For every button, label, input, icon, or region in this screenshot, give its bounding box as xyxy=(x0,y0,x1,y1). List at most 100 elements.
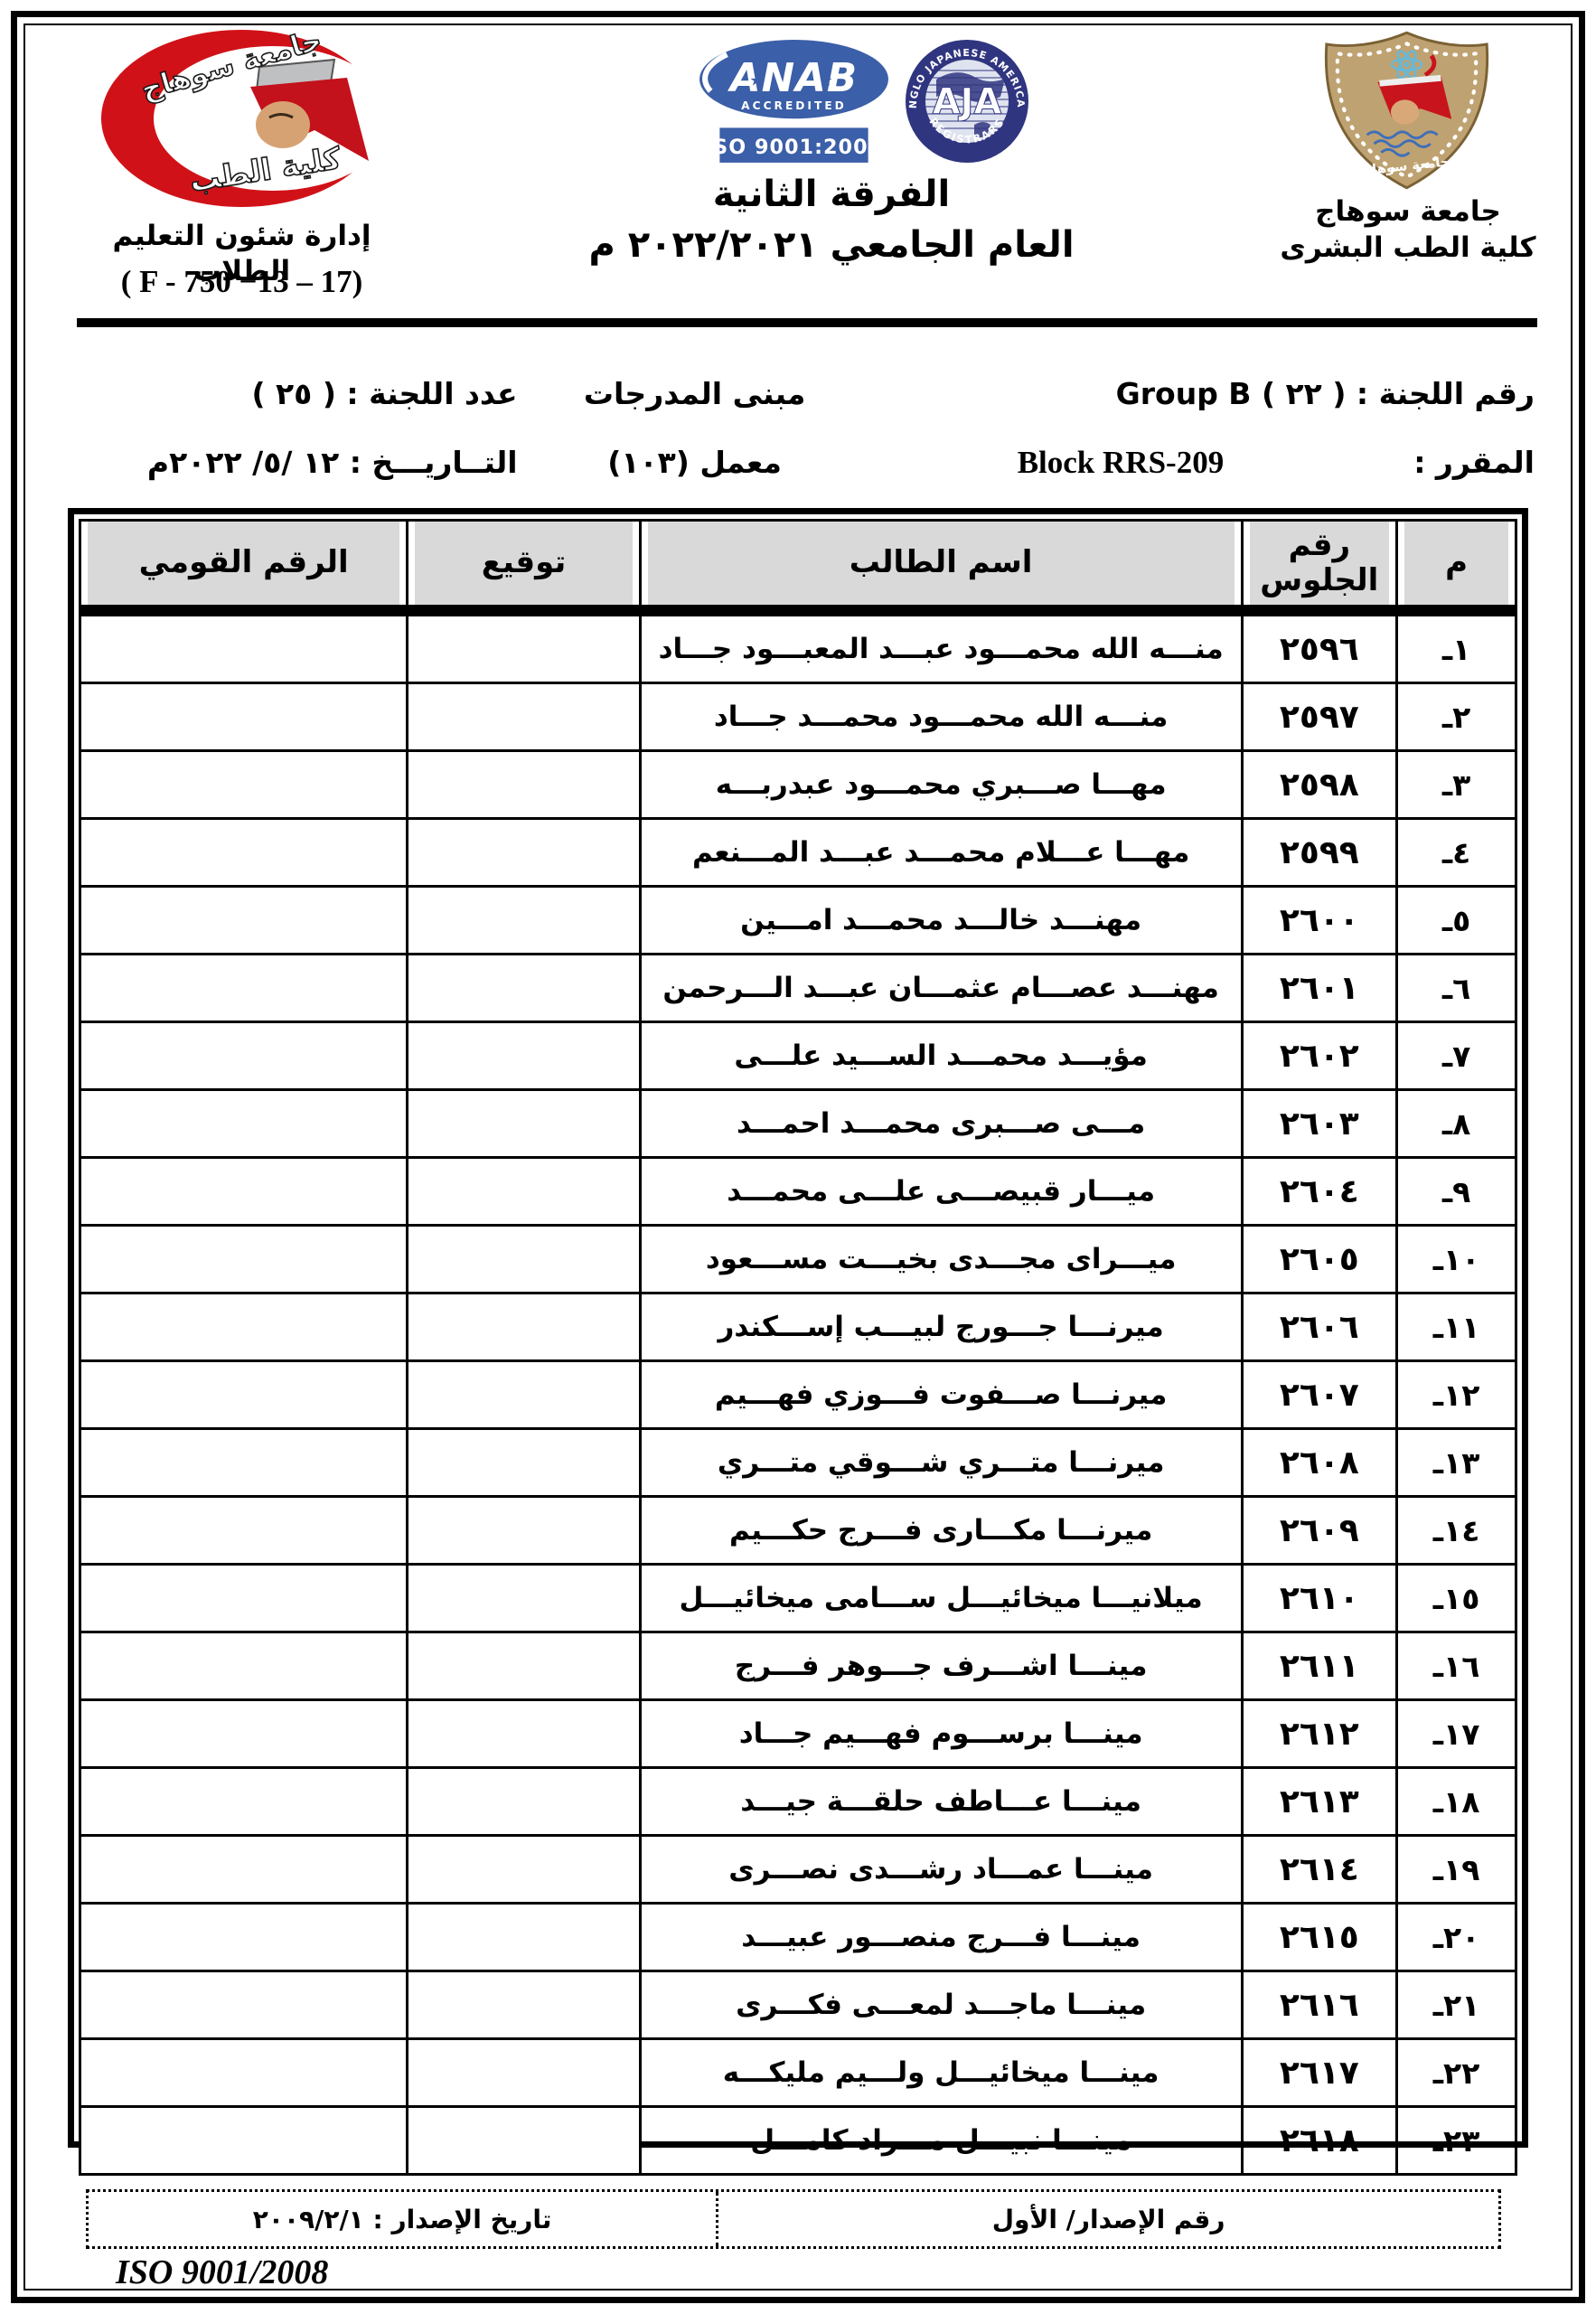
national-id-cell[interactable] xyxy=(78,817,409,888)
row-index: ١٨ـ xyxy=(1395,1766,1517,1837)
national-id-cell[interactable] xyxy=(78,1563,409,1633)
table-row: ١٩ـ ٢٦١٤ مينـــا عمـــاد رشـــدى نصـــرى xyxy=(78,1834,1517,1905)
student-name: مينـــا نبيـــل مـــراد كامـــل xyxy=(638,2105,1244,2176)
table-row: ١٤ـ ٢٦٠٩ ميرنـــا مكـــارى فـــرج حكـــي… xyxy=(78,1495,1517,1566)
seat-number: ٢٦٠٨ xyxy=(1240,1427,1399,1498)
anab-accredited-text: ACCREDITED xyxy=(741,99,847,112)
signature-cell[interactable] xyxy=(406,682,642,752)
national-id-cell[interactable] xyxy=(78,1224,409,1294)
national-id-cell[interactable] xyxy=(78,1427,409,1498)
national-id-cell[interactable] xyxy=(78,682,409,752)
signature-cell[interactable] xyxy=(406,1021,642,1091)
seat-number: ٢٦٠٦ xyxy=(1240,1292,1399,1362)
row-index: ١٣ـ xyxy=(1395,1427,1517,1498)
signature-cell[interactable] xyxy=(406,1834,642,1905)
signature-cell[interactable] xyxy=(406,953,642,1023)
seat-number: ٢٦١٠ xyxy=(1240,1563,1399,1633)
row-index: ١١ـ xyxy=(1395,1292,1517,1362)
table-row: ١ـ ٢٥٩٦ منـــه الله محمـــود عبـــد المع… xyxy=(78,609,1517,684)
national-id-cell[interactable] xyxy=(78,1156,409,1227)
row-index: ١٦ـ xyxy=(1395,1631,1517,1701)
signature-cell[interactable] xyxy=(406,1631,642,1701)
national-id-cell[interactable] xyxy=(78,2037,409,2108)
roster-table-frame: م رقم الجلوس اسم الطالب توقيع الرقم القو… xyxy=(68,508,1528,2176)
anab-logo: ANAB ★ ★ ACCREDITED ISO 9001:2008 xyxy=(699,40,888,163)
committee-count: عدد اللجنة : ( ٢٥ ) xyxy=(251,376,518,411)
student-rows: ١ـ ٢٥٩٦ منـــه الله محمـــود عبـــد المع… xyxy=(78,609,1517,2176)
signature-cell[interactable] xyxy=(406,1359,642,1430)
signature-cell[interactable] xyxy=(406,1156,642,1227)
row-index: ١٧ـ xyxy=(1395,1698,1517,1769)
student-name: مينـــا فـــرج منصـــور عبيـــد xyxy=(638,1902,1244,1972)
student-name: مؤيـــد محمـــد الســـيد علـــى xyxy=(638,1021,1244,1091)
national-id-cell[interactable] xyxy=(78,1970,409,2040)
issue-number: رقم الإصدار/ الأول xyxy=(716,2192,1498,2246)
student-name: مينـــا عـــاطف حلقـــة جيـــد xyxy=(638,1766,1244,1837)
signature-cell[interactable] xyxy=(406,1970,642,2040)
signature-cell[interactable] xyxy=(406,749,642,820)
row-index: ٤ـ xyxy=(1395,817,1517,888)
national-id-cell[interactable] xyxy=(78,1902,409,1972)
national-id-cell[interactable] xyxy=(78,885,409,955)
col-header-name: اسم الطالب xyxy=(638,519,1244,616)
row-index: ١٢ـ xyxy=(1395,1359,1517,1430)
national-id-cell[interactable] xyxy=(78,1088,409,1159)
course-line: المقرر : Block RRS-209 xyxy=(872,428,1536,497)
col-header-index: م xyxy=(1395,519,1517,616)
national-id-cell[interactable] xyxy=(78,749,409,820)
student-name: ميـــار قبيصـــى علـــى محمـــد xyxy=(638,1156,1244,1227)
signature-cell[interactable] xyxy=(406,1766,642,1837)
committee-number: رقم اللجنة : ( ٢٢ ) Group B xyxy=(1115,376,1535,411)
seat-number: ٢٦١٢ xyxy=(1240,1698,1399,1769)
national-id-cell[interactable] xyxy=(78,1766,409,1837)
national-id-cell[interactable] xyxy=(78,1292,409,1362)
national-id-cell[interactable] xyxy=(78,609,409,684)
national-id-cell[interactable] xyxy=(78,1834,409,1905)
signature-cell[interactable] xyxy=(406,609,642,684)
student-name: مينـــا اشـــرف جـــوهر فـــرج xyxy=(638,1631,1244,1701)
signature-cell[interactable] xyxy=(406,885,642,955)
grade-title: الفرقة الثانية xyxy=(712,174,951,215)
row-index: ٧ـ xyxy=(1395,1021,1517,1091)
national-id-cell[interactable] xyxy=(78,1021,409,1091)
signature-cell[interactable] xyxy=(406,1292,642,1362)
signature-cell[interactable] xyxy=(406,1902,642,1972)
national-id-cell[interactable] xyxy=(78,1495,409,1566)
student-name: مهنـــد خالـــد محمـــد امـــين xyxy=(638,885,1244,955)
signature-cell[interactable] xyxy=(406,1088,642,1159)
signature-cell[interactable] xyxy=(406,1563,642,1633)
table-row: ٤ـ ٢٥٩٩ مهـــا عـــلام محمـــد عبـــد ال… xyxy=(78,817,1517,888)
seat-number: ٢٥٩٩ xyxy=(1240,817,1399,888)
signature-cell[interactable] xyxy=(406,1224,642,1294)
signature-cell[interactable] xyxy=(406,1495,642,1566)
signature-cell[interactable] xyxy=(406,2037,642,2108)
seat-number: ٢٦٠٢ xyxy=(1240,1021,1399,1091)
issue-date: تاريخ الإصدار : ٢٠٠٩/٢/١ xyxy=(252,2204,552,2234)
signature-cell[interactable] xyxy=(406,1698,642,1769)
table-row: ٢١ـ ٢٦١٦ مينـــا ماجـــد لمعـــى فكـــرى xyxy=(78,1970,1517,2040)
row-index: ١٩ـ xyxy=(1395,1834,1517,1905)
row-index: ٢ـ xyxy=(1395,682,1517,752)
row-index: ١٤ـ xyxy=(1395,1495,1517,1566)
water-waves-icon xyxy=(1366,130,1439,157)
aja-center-text: AJA xyxy=(933,81,1002,123)
national-id-cell[interactable] xyxy=(78,2105,409,2176)
national-id-cell[interactable] xyxy=(78,1698,409,1769)
row-index: ٨ـ xyxy=(1395,1088,1517,1159)
student-name: مينـــا ميخائيـــل ولـــيم مليكـــه xyxy=(638,2037,1244,2108)
student-roster-table: م رقم الجلوس اسم الطالب توقيع الرقم القو… xyxy=(78,519,1517,2176)
signature-cell[interactable] xyxy=(406,1427,642,1498)
table-row: ٢٠ـ ٢٦١٥ مينـــا فـــرج منصـــور عبيـــد xyxy=(78,1902,1517,1972)
table-row: ١٨ـ ٢٦١٣ مينـــا عـــاطف حلقـــة جيـــد xyxy=(78,1766,1517,1837)
signature-cell[interactable] xyxy=(406,2105,642,2176)
table-header-row: م رقم الجلوس اسم الطالب توقيع الرقم القو… xyxy=(78,519,1517,616)
national-id-cell[interactable] xyxy=(78,953,409,1023)
national-id-cell[interactable] xyxy=(78,1359,409,1430)
national-id-cell[interactable] xyxy=(78,1631,409,1701)
seat-number: ٢٦١٨ xyxy=(1240,2105,1399,2176)
table-row: ٨ـ ٢٦٠٣ مـــى صـــبرى محمـــد احمـــد xyxy=(78,1088,1517,1159)
seat-number: ٢٦١٣ xyxy=(1240,1766,1399,1837)
signature-cell[interactable] xyxy=(406,817,642,888)
student-name: ميرنـــا جـــورج لبيـــب إســـكندر xyxy=(638,1292,1244,1362)
seat-number: ٢٦١٤ xyxy=(1240,1834,1399,1905)
